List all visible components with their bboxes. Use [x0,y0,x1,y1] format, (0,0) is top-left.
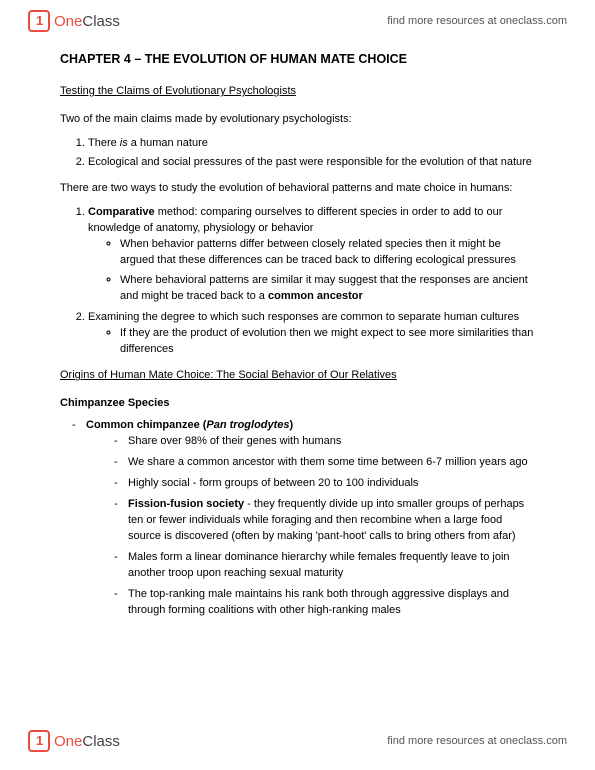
chimp-name-row: Common chimpanzee (Pan troglodytes) Shar… [72,418,535,618]
claim1-pre: There [88,137,120,149]
intro-paragraph-1: Two of the main claims made by evolution… [60,112,535,128]
header-link[interactable]: find more resources at oneclass.com [387,15,567,27]
logo[interactable]: OneClass [28,10,120,32]
method1-sublist: When behavior patterns differ between cl… [88,237,535,305]
method-item-2: Examining the degree to which such respo… [88,310,535,358]
chimp-b4-bold: Fission-fusion society [128,498,244,510]
footer-logo-text: OneClass [54,733,120,750]
method1-sub-1: When behavior patterns differ between cl… [120,237,535,269]
logo-text-one: One [54,13,82,30]
footer-logo-one: One [54,733,82,750]
footer-logo[interactable]: OneClass [28,730,120,752]
claim1-is: is [120,137,128,149]
chimp-detail-6: The top-ranking male maintains his rank … [114,587,535,619]
header-bar: OneClass find more resources at oneclass… [0,0,595,42]
species-heading: Chimpanzee Species [60,396,535,412]
chimp-sci-name: Pan troglodytes [206,419,289,431]
method2-sublist: If they are the product of evolution the… [88,326,535,358]
logo-text-class: Class [82,13,120,30]
chimp-detail-4: Fission-fusion society - they frequently… [114,497,535,545]
chimp-name-pre: Common chimpanzee ( [86,419,206,431]
section-heading-1: Testing the Claims of Evolutionary Psych… [60,84,535,100]
footer-logo-class: Class [82,733,120,750]
method-item-1: Comparative method: comparing ourselves … [88,205,535,305]
footer-bar: OneClass find more resources at oneclass… [0,720,595,762]
section-heading-2: Origins of Human Mate Choice: The Social… [60,368,535,384]
methods-list: Comparative method: comparing ourselves … [60,205,535,358]
method1-sub2-bold: common ancestor [268,290,363,302]
footer-logo-icon [28,730,50,752]
method2-text: Examining the degree to which such respo… [88,311,519,323]
logo-icon [28,10,50,32]
chimp-name-post: ) [290,419,294,431]
method1-sub-2: Where behavioral patterns are similar it… [120,273,535,305]
footer-link[interactable]: find more resources at oneclass.com [387,735,567,747]
claim1-post: a human nature [128,137,208,149]
chimp-detail-list: Share over 98% of their genes with human… [86,434,535,618]
chimp-detail-5: Males form a linear dominance hierarchy … [114,550,535,582]
document-content: CHAPTER 4 – THE EVOLUTION OF HUMAN MATE … [0,42,595,618]
intro-paragraph-2: There are two ways to study the evolutio… [60,181,535,197]
claims-list: There is a human nature Ecological and s… [60,136,535,171]
method2-sub-1: If they are the product of evolution the… [120,326,535,358]
chimp-detail-2: We share a common ancestor with them som… [114,455,535,471]
chimp-detail-3: Highly social - form groups of between 2… [114,476,535,492]
chimp-outer-list: Common chimpanzee (Pan troglodytes) Shar… [60,418,535,618]
claim-item-1: There is a human nature [88,136,535,152]
chapter-title: CHAPTER 4 – THE EVOLUTION OF HUMAN MATE … [60,50,535,68]
claim-item-2: Ecological and social pressures of the p… [88,155,535,171]
chimp-detail-1: Share over 98% of their genes with human… [114,434,535,450]
logo-text: OneClass [54,13,120,30]
method1-bold: Comparative [88,206,155,218]
